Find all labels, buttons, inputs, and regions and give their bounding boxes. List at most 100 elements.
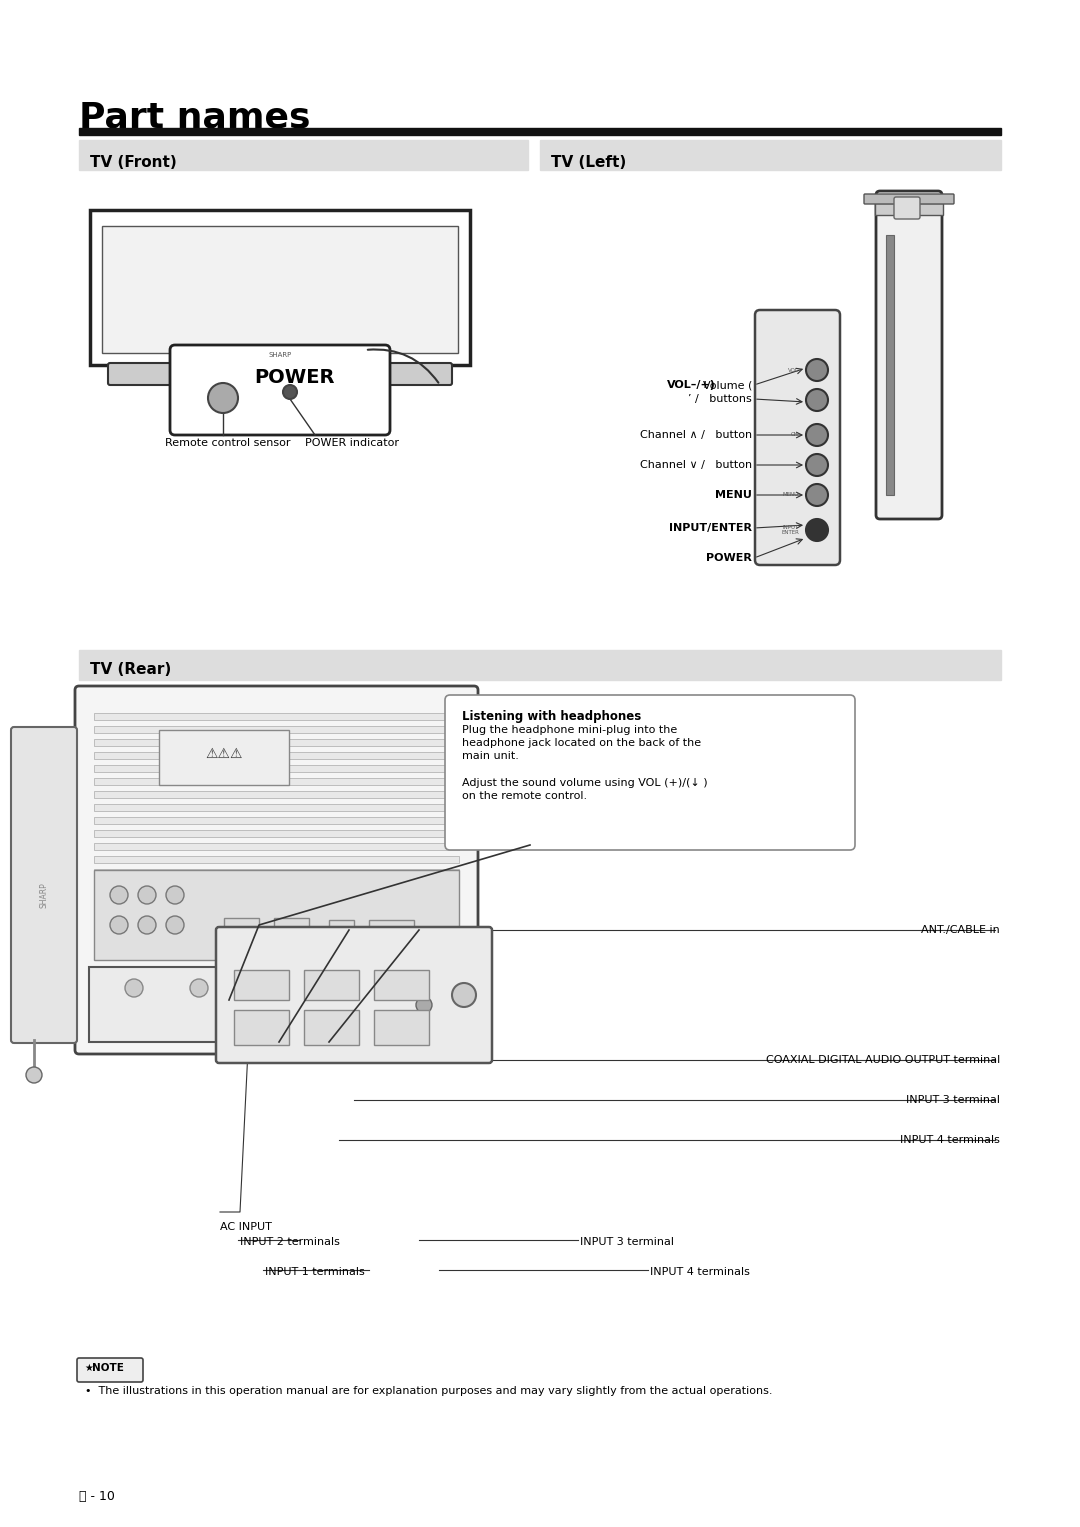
Text: VOL: VOL: [788, 368, 799, 373]
Bar: [94, 857, 459, 863]
Circle shape: [806, 484, 828, 505]
Bar: [94, 817, 459, 825]
Text: CH: CH: [792, 432, 799, 438]
Text: SHARP: SHARP: [40, 883, 49, 909]
Text: NOTE: NOTE: [92, 1364, 124, 1373]
Circle shape: [453, 983, 476, 1006]
Circle shape: [110, 886, 129, 904]
Text: TV (Left): TV (Left): [551, 156, 626, 169]
Circle shape: [416, 997, 432, 1012]
Text: INPUT 3 terminal: INPUT 3 terminal: [580, 1237, 674, 1248]
FancyBboxPatch shape: [864, 194, 954, 205]
Text: POWER: POWER: [255, 368, 335, 386]
Text: INPUT 4 terminals: INPUT 4 terminals: [900, 1135, 1000, 1145]
Bar: [94, 976, 459, 1000]
Circle shape: [806, 454, 828, 476]
Circle shape: [806, 425, 828, 446]
Text: MENU: MENU: [715, 490, 752, 499]
Text: on the remote control.: on the remote control.: [462, 791, 588, 802]
Text: AC INPUT: AC INPUT: [220, 1222, 272, 1232]
Text: POWER: POWER: [706, 553, 752, 563]
Bar: [303, 970, 359, 1000]
Bar: [234, 1009, 289, 1044]
Bar: [94, 725, 459, 733]
Bar: [102, 226, 458, 353]
Text: INPUT 2 terminals: INPUT 2 terminals: [240, 1237, 340, 1248]
Text: ⚠⚠⚠: ⚠⚠⚠: [205, 747, 243, 760]
Bar: [303, 1009, 359, 1044]
Bar: [94, 765, 459, 773]
Bar: [94, 791, 459, 799]
Text: Listening with headphones: Listening with headphones: [462, 710, 642, 722]
Text: ⓔ - 10: ⓔ - 10: [79, 1490, 114, 1503]
Text: ANT./CABLE in: ANT./CABLE in: [921, 925, 1000, 935]
Text: COAXIAL DIGITAL AUDIO OUTPUT terminal: COAXIAL DIGITAL AUDIO OUTPUT terminal: [766, 1055, 1000, 1064]
Circle shape: [166, 916, 184, 935]
FancyBboxPatch shape: [876, 191, 942, 519]
Text: TV (Front): TV (Front): [90, 156, 177, 169]
Circle shape: [806, 519, 828, 541]
Bar: [274, 918, 309, 938]
Text: ★: ★: [84, 1364, 93, 1373]
Text: Volume (: Volume (: [703, 380, 752, 389]
Bar: [159, 730, 289, 785]
Circle shape: [320, 979, 338, 997]
Bar: [540, 140, 1001, 169]
Text: MENU: MENU: [783, 493, 799, 498]
Bar: [875, 203, 943, 215]
FancyBboxPatch shape: [75, 686, 478, 1054]
Bar: [94, 751, 459, 759]
Circle shape: [208, 383, 238, 412]
Text: INPUT 1 terminals: INPUT 1 terminals: [265, 1267, 365, 1277]
Circle shape: [138, 916, 156, 935]
Text: ’ /   buttons: ’ / buttons: [688, 394, 752, 405]
Bar: [94, 805, 459, 811]
Bar: [94, 777, 459, 785]
Bar: [329, 919, 354, 938]
FancyBboxPatch shape: [108, 363, 453, 385]
FancyBboxPatch shape: [755, 310, 840, 565]
FancyBboxPatch shape: [77, 1358, 143, 1382]
Text: Part names: Part names: [79, 99, 311, 134]
Text: INPUT
ENTER: INPUT ENTER: [781, 525, 799, 536]
Bar: [79, 128, 1001, 134]
Bar: [94, 870, 459, 960]
Bar: [94, 831, 459, 837]
Bar: [79, 651, 1001, 680]
Text: Channel ∨ /   button: Channel ∨ / button: [639, 460, 752, 470]
Text: POWER indicator: POWER indicator: [305, 438, 399, 447]
Circle shape: [406, 986, 442, 1023]
Bar: [369, 919, 414, 938]
Circle shape: [166, 886, 184, 904]
Bar: [94, 739, 459, 747]
Text: Plug the headphone mini-plug into the: Plug the headphone mini-plug into the: [462, 725, 677, 734]
Bar: [234, 970, 289, 1000]
Text: Remote control sensor: Remote control sensor: [165, 438, 291, 447]
Text: INPUT 3 terminal: INPUT 3 terminal: [906, 1095, 1000, 1106]
Text: INPUT 4 terminals: INPUT 4 terminals: [650, 1267, 750, 1277]
Circle shape: [110, 916, 129, 935]
FancyBboxPatch shape: [208, 395, 352, 415]
Circle shape: [138, 886, 156, 904]
Circle shape: [190, 979, 208, 997]
Circle shape: [806, 389, 828, 411]
Text: VOL–/+): VOL–/+): [667, 380, 716, 389]
FancyBboxPatch shape: [445, 695, 855, 851]
Circle shape: [255, 979, 273, 997]
Text: Channel ∧ /   button: Channel ∧ / button: [639, 431, 752, 440]
Bar: [249, 382, 310, 399]
Bar: [94, 869, 459, 876]
FancyBboxPatch shape: [216, 927, 492, 1063]
Bar: [94, 713, 459, 721]
Text: INPUT/ENTER: INPUT/ENTER: [669, 524, 752, 533]
Text: headphone jack located on the back of the: headphone jack located on the back of th…: [462, 738, 701, 748]
Bar: [374, 1009, 429, 1044]
Bar: [90, 211, 470, 365]
Text: Adjust the sound volume using VOL (+)/(↓ ): Adjust the sound volume using VOL (+)/(↓…: [462, 777, 707, 788]
Circle shape: [125, 979, 143, 997]
Circle shape: [806, 359, 828, 382]
FancyBboxPatch shape: [170, 345, 390, 435]
Bar: [374, 970, 429, 1000]
Circle shape: [26, 1067, 42, 1083]
Bar: [94, 843, 459, 851]
